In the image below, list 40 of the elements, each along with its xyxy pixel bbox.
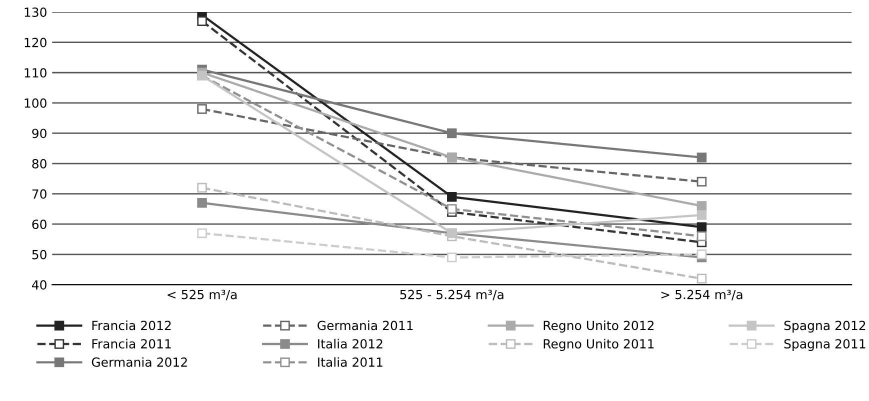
point [197,228,207,238]
point [197,16,207,26]
legend-label: Regno Unito 2012 [544,320,654,333]
point [696,201,707,211]
point [696,176,707,187]
point [696,274,707,284]
y-tick-label: 120 [24,38,46,48]
point [696,222,707,232]
y-tick-label: 110 [24,68,46,78]
legend-label: Spagna 2011 [784,339,866,351]
point [447,204,457,214]
y-tick-label: 50 [32,250,46,260]
legend-label: Italia 2011 [318,357,382,367]
y-tick-label: 70 [32,189,46,199]
y-tick-label: 40 [32,280,46,290]
point [696,231,707,242]
point [447,252,457,262]
legend-label: Germania 2011 [318,320,413,330]
y-tick-label: 90 [32,128,46,138]
point [447,192,457,202]
legend-label: Regno Unito 2011 [544,338,654,351]
legend-label: Francia 2012 [92,320,171,330]
x-tick-label: 525 - 5.254 m³/a [400,290,504,300]
point [197,182,207,193]
point [197,104,207,114]
point [696,152,707,162]
point [447,128,457,138]
y-tick-label: 130 [24,8,46,17]
legend-label: Germania 2012 [92,357,187,367]
x-tick-label: > 5.254 m³/a [661,290,742,300]
y-tick-label: 80 [32,158,46,168]
point [197,198,207,208]
legend-label: Francia 2011 [92,338,171,349]
legend-label: Spagna 2012 [784,320,866,333]
legend-label: Italia 2012 [318,338,382,349]
point [696,250,707,260]
y-tick-label: 60 [32,220,46,230]
x-tick-label: < 525 m³/a [168,290,237,300]
point [696,210,707,220]
y-tick-label: 100 [24,98,46,108]
